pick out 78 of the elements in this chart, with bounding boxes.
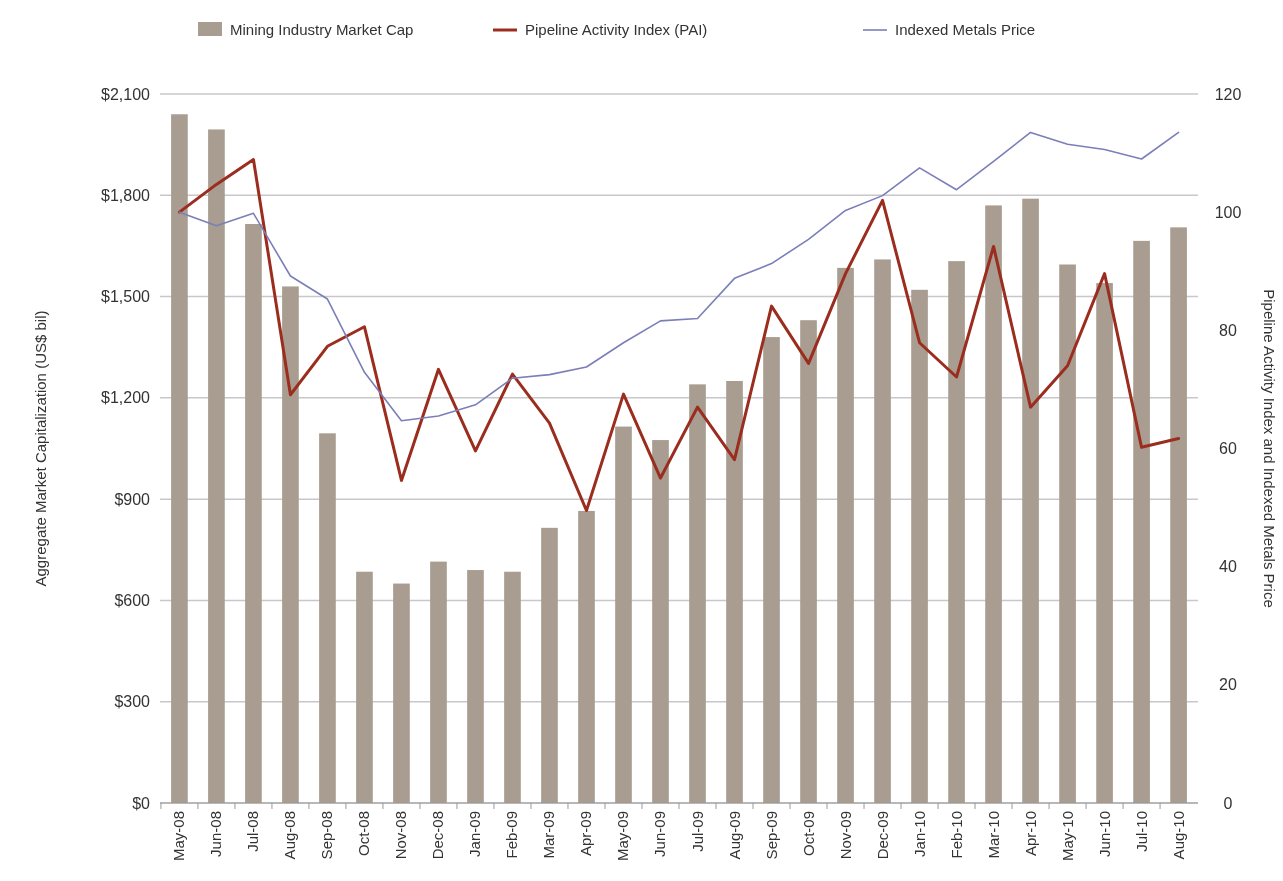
x-tick-label: Feb-09 (503, 811, 521, 859)
y2-axis-title: Pipeline Activity Index and Indexed Metals Price (1261, 289, 1278, 608)
line-series (177, 158, 1181, 513)
bar (911, 289, 928, 803)
bar (837, 267, 854, 803)
bar (393, 583, 410, 803)
y-tick-label: $0 (132, 794, 151, 812)
y2-tick-label: 60 (1219, 440, 1237, 458)
bar (282, 286, 299, 803)
line-series (178, 131, 1180, 422)
y-tick-label: $1,800 (101, 186, 151, 204)
bar (1022, 198, 1039, 803)
bar (541, 527, 558, 803)
y-tick-label: $1,500 (101, 288, 151, 306)
y2-tick-label: 120 (1214, 85, 1242, 103)
y-tick-label: $900 (114, 490, 151, 508)
y-tick-label: $2,100 (101, 85, 151, 103)
y-tick-label: $600 (114, 592, 151, 610)
x-tick-label: Jul-08 (244, 811, 262, 852)
bar (578, 510, 595, 803)
bar (874, 259, 891, 803)
x-tick-label: Jun-10 (1095, 811, 1113, 857)
x-tick-label: Aug-09 (725, 811, 743, 860)
y2-tick-label: 0 (1223, 794, 1233, 812)
x-tick-label: Jan-09 (466, 811, 484, 857)
x-tick-label: May-10 (1058, 811, 1076, 862)
y-axis-title: Aggregate Market Capitalization (US$ bil) (32, 310, 49, 587)
bar (948, 261, 965, 803)
legend-label: Pipeline Activity Index (PAI) (525, 21, 708, 39)
bar (171, 114, 188, 803)
x-tick-label: Dec-09 (873, 811, 891, 860)
x-tick-label: Nov-09 (836, 811, 854, 860)
x-tick-label: Oct-08 (355, 811, 373, 857)
x-tick-label: Oct-09 (799, 811, 817, 857)
bar (689, 384, 706, 803)
legend-label: Indexed Metals Price (895, 21, 1036, 39)
bar (800, 320, 817, 803)
bar (467, 570, 484, 803)
bar (652, 440, 669, 803)
bar (430, 561, 447, 803)
y2-tick-label: 100 (1214, 203, 1242, 221)
bar (615, 426, 632, 803)
y-tick-label: $1,200 (101, 389, 151, 407)
bar (504, 571, 521, 803)
legend-label: Mining Industry Market Cap (230, 21, 414, 39)
y-tick-label: $300 (114, 693, 151, 711)
x-tick-label: Feb-10 (947, 811, 965, 859)
bar (245, 223, 262, 803)
x-tick-label: Jun-09 (651, 811, 669, 857)
x-tick-label: Mar-10 (984, 811, 1002, 859)
x-tick-label: Jan-10 (910, 811, 928, 857)
bar (356, 571, 373, 803)
x-tick-label: Aug-08 (281, 811, 299, 860)
bar (1096, 283, 1113, 803)
bar (726, 380, 743, 803)
x-tick-label: May-08 (170, 811, 188, 862)
x-tick-label: Jun-08 (207, 811, 225, 857)
bar (1059, 264, 1076, 803)
bar (985, 205, 1002, 803)
bar (763, 337, 780, 803)
y2-tick-label: 80 (1219, 321, 1237, 339)
bar (319, 433, 336, 803)
x-tick-label: Jul-10 (1132, 811, 1150, 852)
x-tick-label: Dec-08 (429, 811, 447, 860)
x-tick-label: Apr-09 (577, 811, 595, 857)
x-tick-label: Sep-09 (762, 811, 780, 860)
x-tick-label: Mar-09 (540, 811, 558, 859)
x-tick-label: Nov-08 (392, 811, 410, 860)
y2-tick-label: 20 (1219, 676, 1237, 694)
bar (1170, 227, 1187, 803)
x-tick-label: Aug-10 (1169, 811, 1187, 860)
x-tick-label: May-09 (614, 811, 632, 862)
x-tick-label: Apr-10 (1021, 811, 1039, 857)
bar (1133, 240, 1150, 803)
x-tick-label: Sep-08 (318, 811, 336, 860)
x-tick-label: Jul-09 (688, 811, 706, 852)
bar (208, 129, 225, 803)
y2-tick-label: 40 (1219, 558, 1237, 576)
